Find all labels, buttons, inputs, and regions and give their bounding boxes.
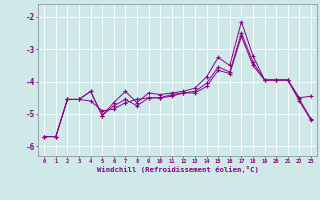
X-axis label: Windchill (Refroidissement éolien,°C): Windchill (Refroidissement éolien,°C) bbox=[97, 166, 259, 173]
